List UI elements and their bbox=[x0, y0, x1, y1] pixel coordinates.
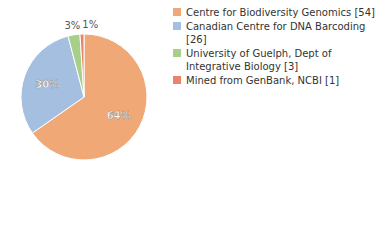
legend-label: University of Guelph, Dept ofIntegrative… bbox=[186, 48, 332, 72]
chart: 64% 30% 3%1% Centre for Biodiversity Genomi… bbox=[0, 0, 380, 240]
legend: Centre for Biodiversity Genomics [54] Can… bbox=[173, 7, 375, 86]
data-label: 1% bbox=[82, 19, 98, 30]
slice bbox=[80, 34, 84, 97]
legend-swatch bbox=[173, 76, 181, 84]
legend-label: Mined from GenBank, NCBI [1] bbox=[186, 75, 339, 86]
slices bbox=[21, 34, 147, 160]
legend-label: Centre for Biodiversity Genomics [54] bbox=[186, 7, 375, 18]
legend-swatch bbox=[173, 49, 181, 57]
legend-label: Canadian Centre for DNA Barcoding[26] bbox=[186, 21, 365, 45]
data-labels: 64% 30% 3%1% bbox=[35, 19, 130, 121]
data-label: 30% bbox=[35, 79, 59, 90]
data-label: 3% bbox=[64, 20, 80, 31]
legend-swatch bbox=[173, 8, 181, 16]
data-label: 64% bbox=[107, 110, 131, 121]
legend-swatch bbox=[173, 22, 181, 30]
slice bbox=[68, 34, 84, 97]
